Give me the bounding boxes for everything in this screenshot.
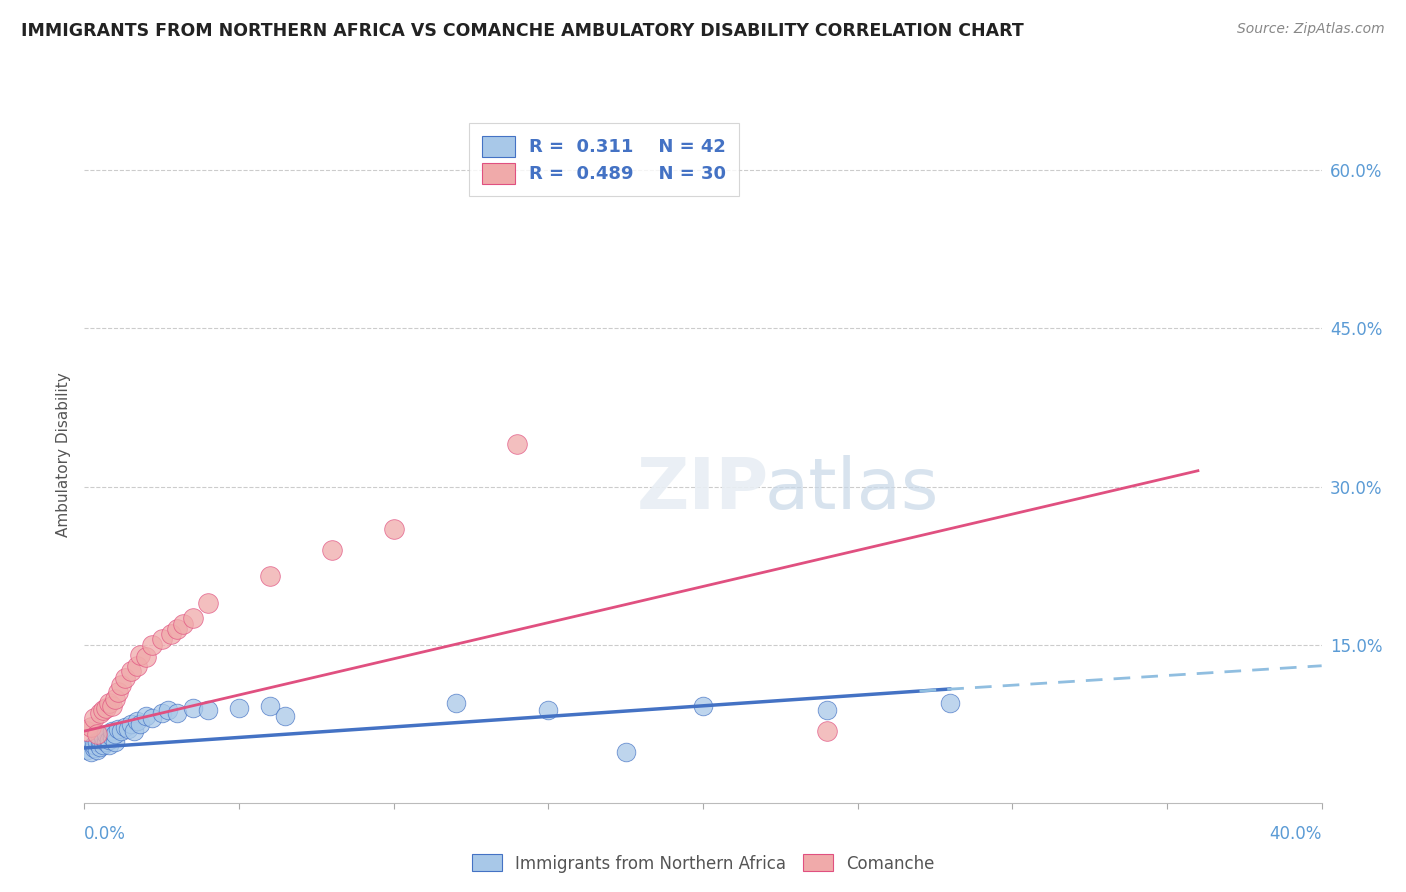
Point bbox=[114, 672, 136, 686]
Point bbox=[98, 732, 121, 747]
Point bbox=[382, 522, 405, 536]
Point bbox=[117, 722, 139, 736]
Point bbox=[129, 716, 152, 731]
Point bbox=[107, 722, 129, 736]
Point bbox=[150, 632, 173, 647]
Point bbox=[166, 622, 188, 636]
Point bbox=[98, 738, 121, 752]
Text: Source: ZipAtlas.com: Source: ZipAtlas.com bbox=[1237, 22, 1385, 37]
Point bbox=[181, 611, 204, 625]
Point bbox=[104, 734, 127, 748]
Point bbox=[83, 741, 105, 756]
Point bbox=[101, 731, 124, 745]
Point bbox=[83, 738, 105, 752]
Point bbox=[110, 678, 132, 692]
Point bbox=[125, 714, 148, 728]
Point bbox=[141, 711, 163, 725]
Point bbox=[76, 724, 98, 739]
Point bbox=[150, 706, 173, 721]
Point bbox=[107, 685, 129, 699]
Point bbox=[98, 696, 121, 710]
Point bbox=[104, 692, 127, 706]
Point bbox=[79, 720, 101, 734]
Point bbox=[110, 724, 132, 739]
Point bbox=[135, 650, 157, 665]
Point bbox=[537, 703, 560, 717]
Point bbox=[89, 732, 111, 747]
Point bbox=[274, 709, 297, 723]
Point bbox=[91, 738, 114, 752]
Point bbox=[321, 542, 343, 557]
Point bbox=[104, 727, 127, 741]
Point bbox=[83, 711, 105, 725]
Point bbox=[101, 698, 124, 713]
Point bbox=[181, 701, 204, 715]
Point bbox=[172, 616, 194, 631]
Point bbox=[101, 724, 124, 739]
Point bbox=[86, 743, 108, 757]
Text: 0.0%: 0.0% bbox=[84, 825, 127, 843]
Point bbox=[129, 648, 152, 663]
Point bbox=[815, 703, 838, 717]
Text: 40.0%: 40.0% bbox=[1270, 825, 1322, 843]
Point bbox=[89, 706, 111, 721]
Point bbox=[166, 706, 188, 721]
Point bbox=[259, 569, 281, 583]
Point bbox=[939, 696, 962, 710]
Point bbox=[120, 664, 142, 678]
Point bbox=[76, 743, 98, 757]
Point bbox=[197, 703, 219, 717]
Point bbox=[228, 701, 250, 715]
Point bbox=[692, 698, 714, 713]
Point bbox=[120, 716, 142, 731]
Text: IMMIGRANTS FROM NORTHERN AFRICA VS COMANCHE AMBULATORY DISABILITY CORRELATION CH: IMMIGRANTS FROM NORTHERN AFRICA VS COMAN… bbox=[21, 22, 1024, 40]
Text: atlas: atlas bbox=[765, 455, 939, 524]
Point bbox=[94, 727, 117, 741]
Point bbox=[160, 627, 183, 641]
Legend: Immigrants from Northern Africa, Comanche: Immigrants from Northern Africa, Comanch… bbox=[465, 847, 941, 880]
Point bbox=[79, 745, 101, 759]
Point bbox=[197, 595, 219, 609]
Point bbox=[86, 734, 108, 748]
Point bbox=[94, 734, 117, 748]
Point bbox=[815, 724, 838, 739]
Legend: R =  0.311    N = 42, R =  0.489    N = 30: R = 0.311 N = 42, R = 0.489 N = 30 bbox=[470, 123, 738, 196]
Point bbox=[156, 703, 179, 717]
Point bbox=[506, 437, 529, 451]
Point bbox=[86, 727, 108, 741]
Point bbox=[125, 658, 148, 673]
Point bbox=[94, 701, 117, 715]
Point bbox=[614, 745, 637, 759]
Point bbox=[141, 638, 163, 652]
Text: ZIP: ZIP bbox=[637, 455, 769, 524]
Point bbox=[259, 698, 281, 713]
Point bbox=[91, 731, 114, 745]
Point bbox=[91, 703, 114, 717]
Point bbox=[114, 720, 136, 734]
Point bbox=[444, 696, 467, 710]
Point bbox=[89, 739, 111, 754]
Y-axis label: Ambulatory Disability: Ambulatory Disability bbox=[56, 373, 72, 537]
Point bbox=[122, 724, 145, 739]
Point bbox=[135, 709, 157, 723]
